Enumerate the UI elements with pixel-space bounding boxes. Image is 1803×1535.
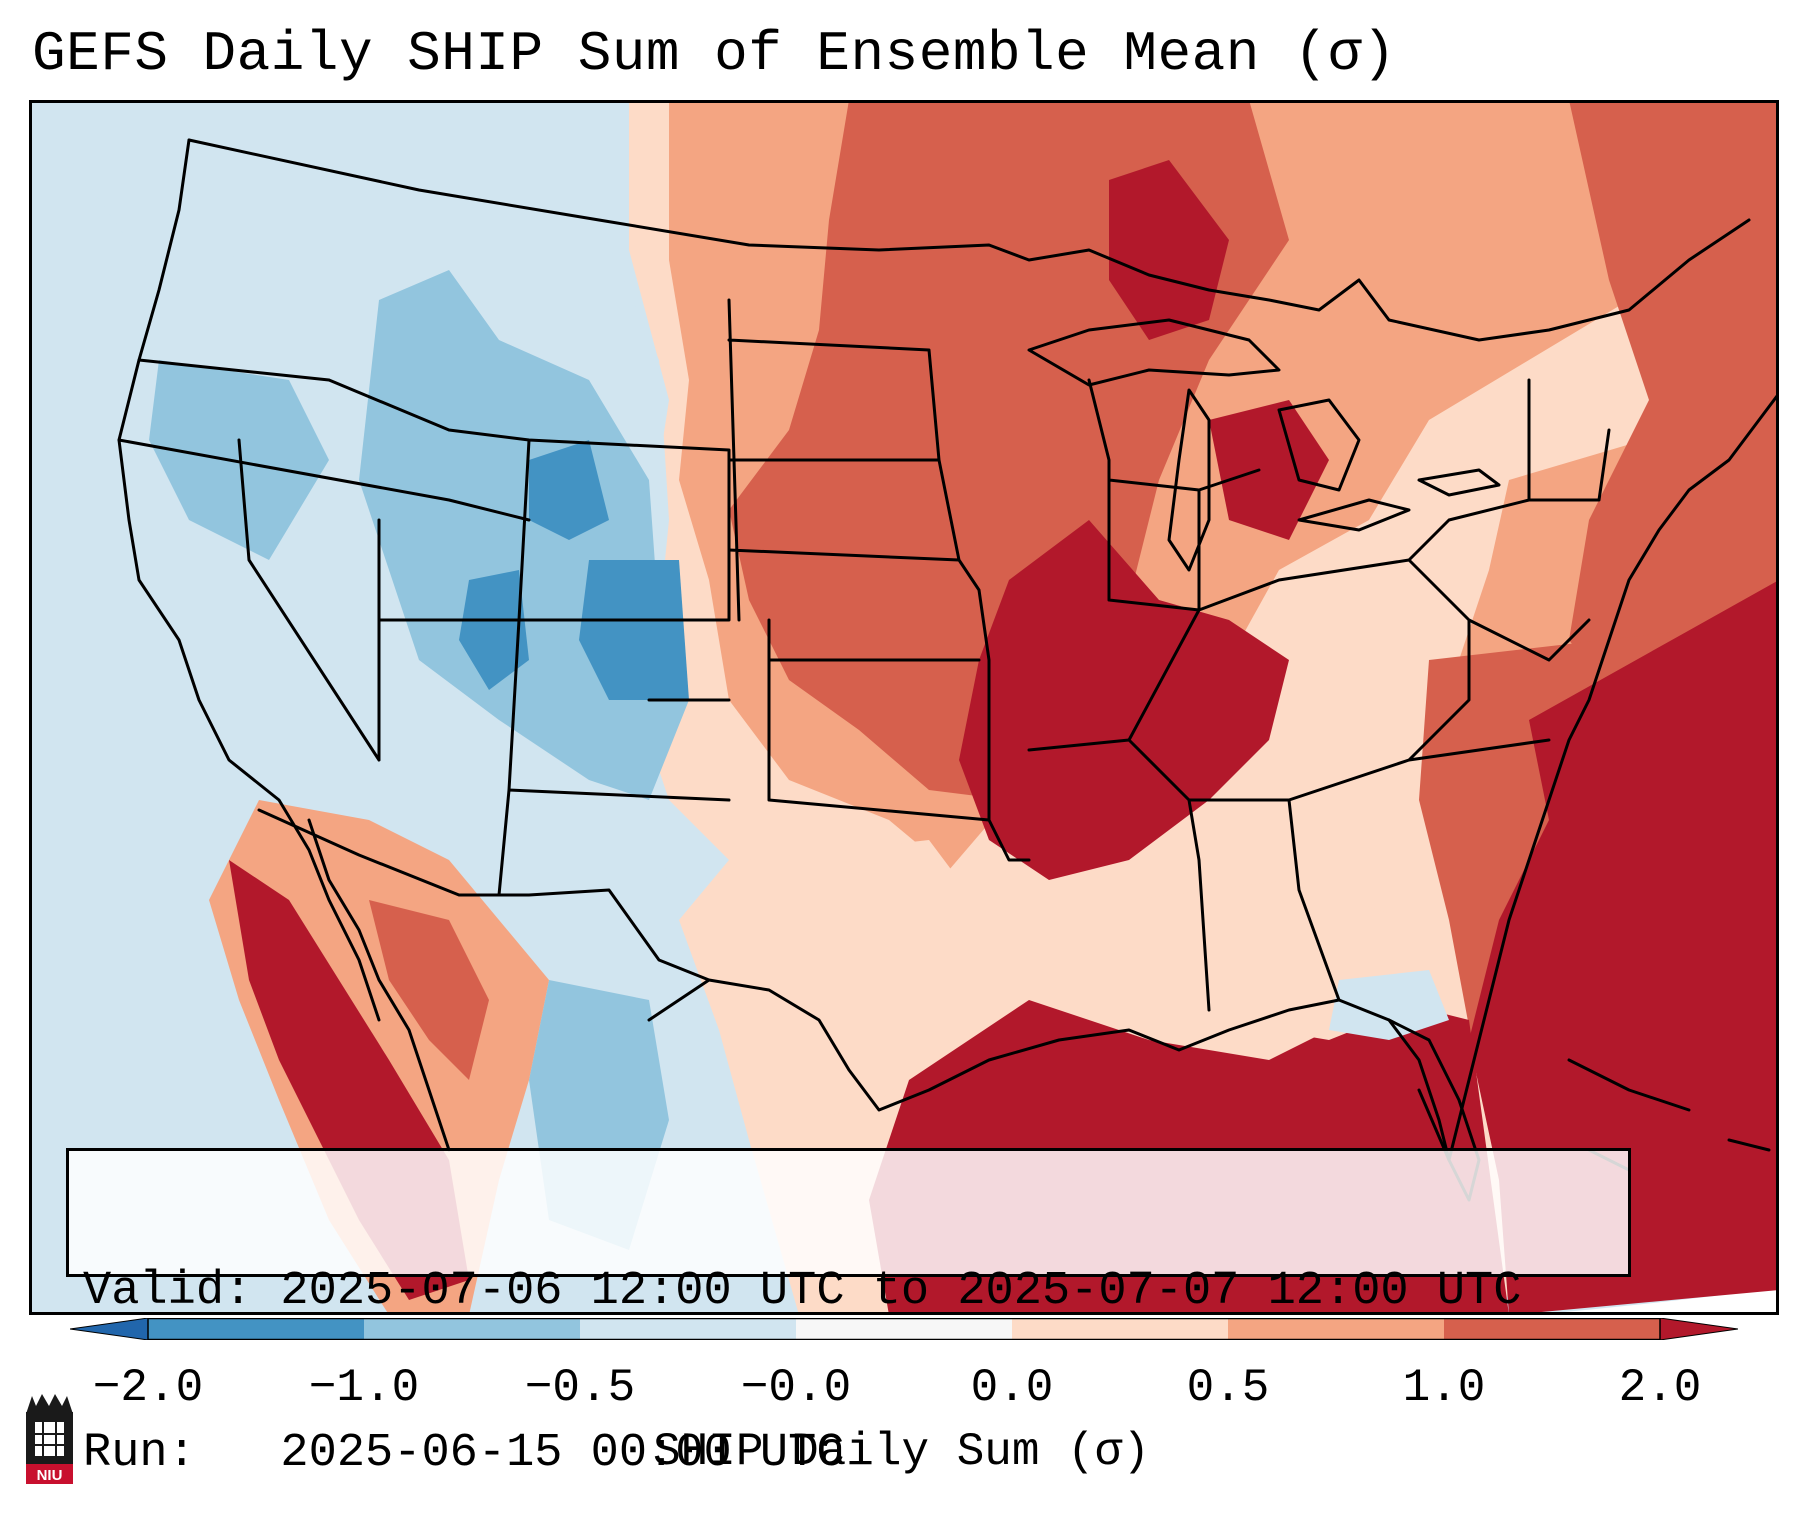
colorbar-extend-high [1659, 1318, 1738, 1340]
canada-border [187, 138, 1751, 342]
anomaly-field-strong-michigan [1209, 400, 1329, 540]
colorbar-segment-4 [796, 1318, 1012, 1340]
run-time-text: Run: 2025-06-15 00:00 UTC [83, 1427, 845, 1480]
pacific-coast [117, 138, 381, 1022]
anomaly-field-deep-cool [529, 440, 609, 540]
colorbar-segment-2 [364, 1318, 580, 1340]
valid-time-text: Valid: 2025-07-06 12:00 UTC to 2025-07-0… [83, 1265, 1522, 1318]
map-canvas [29, 100, 1779, 1315]
colorbar-tick-label: −1.0 [308, 1362, 420, 1414]
state-lines-central [727, 298, 1031, 862]
anomaly-field-se-cool-spot [1329, 970, 1449, 1040]
colorbar-tick-label: −2.0 [92, 1362, 204, 1414]
lake-ontario [1417, 468, 1501, 497]
state-lines-west [117, 358, 731, 897]
colorbar-border [147, 1318, 1661, 1340]
anomaly-field-deep-cool-2 [579, 560, 689, 700]
map-panel [29, 100, 1779, 1315]
anomaly-field-strong-north [1109, 160, 1229, 340]
anomaly-field-cool-2 [149, 360, 329, 560]
anomaly-field-strong-midwest [959, 520, 1289, 880]
map-title: GEFS Daily SHIP Sum of Ensemble Mean (σ) [32, 22, 1397, 86]
lake-superior [1027, 318, 1281, 387]
gulf-coast [647, 978, 1451, 1162]
anomaly-field-moderate-2 [1569, 100, 1779, 720]
colorbar-extend-low [70, 1318, 149, 1340]
state-lines-east [1027, 378, 1611, 1012]
mexico-border [257, 808, 711, 982]
colorbar-tick-label: 1.0 [1402, 1362, 1486, 1414]
anomaly-field-sw-moderate [369, 900, 489, 1080]
anomaly-field-deep-cool-3 [459, 570, 529, 690]
colorbar-segment-7 [1444, 1318, 1660, 1340]
niu-logo-text: NIU [37, 1467, 63, 1484]
validity-info-box: Valid: 2025-07-06 12:00 UTC to 2025-07-0… [66, 1148, 1631, 1480]
colorbar [70, 1318, 1738, 1340]
baja-coast [307, 818, 451, 1152]
niu-logo: NIU [26, 1394, 73, 1484]
colorbar-tick-label: 0.5 [1186, 1362, 1270, 1414]
colorbar-segment-5 [1012, 1318, 1228, 1340]
anomaly-field-tx-light [719, 840, 989, 1120]
colorbar-segment-6 [1228, 1318, 1444, 1340]
map-border [29, 100, 1779, 1315]
boundary-lines [117, 138, 1779, 1202]
colorbar-tick-label: 2.0 [1618, 1362, 1702, 1414]
colorbar-segment-3 [580, 1318, 796, 1340]
colorbar-tick-label: −0.0 [740, 1362, 852, 1414]
lake-erie [1297, 498, 1411, 532]
anomaly-field-strong-east [1469, 580, 1779, 1315]
atlantic-coast [1447, 390, 1779, 1162]
lake-michigan [1167, 388, 1211, 572]
colorbar-label: SHIP Daily Sum (σ) [653, 1426, 1150, 1478]
lake-huron [1277, 398, 1361, 492]
colorbar-segment-1 [148, 1318, 364, 1340]
colorbar-tick-label: 0.0 [970, 1362, 1054, 1414]
colorbar-tick-label: −0.5 [524, 1362, 636, 1414]
